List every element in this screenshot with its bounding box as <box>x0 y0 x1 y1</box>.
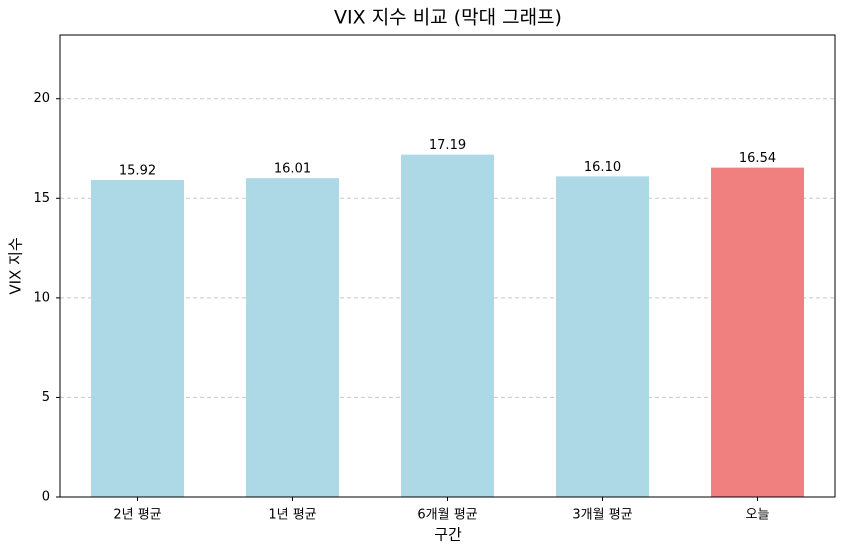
value-label: 16.54 <box>739 151 776 166</box>
y-tick-label: 10 <box>33 290 50 305</box>
plot-frame <box>59 34 836 498</box>
y-axis-label: VIX 지수 <box>7 237 25 294</box>
y-tick-label: 5 <box>42 390 50 405</box>
bar <box>556 176 649 497</box>
x-tick-label: 1년 평균 <box>268 508 316 523</box>
value-label: 16.01 <box>274 162 311 177</box>
x-tick-label: 6개월 평균 <box>417 508 477 523</box>
x-tick-label: 2년 평균 <box>113 508 161 523</box>
bar <box>246 178 339 497</box>
bar <box>91 179 184 497</box>
value-label: 17.19 <box>429 138 466 153</box>
y-tick-label: 15 <box>33 191 50 206</box>
y-tick-label: 0 <box>42 490 50 505</box>
value-label: 16.10 <box>584 160 621 175</box>
bar <box>711 167 804 497</box>
y-tick-label: 20 <box>33 91 50 106</box>
x-tick-label: 3개월 평균 <box>572 508 632 523</box>
value-label: 15.92 <box>119 163 156 178</box>
x-tick-label: 오늘 <box>746 508 770 523</box>
chart-title: VIX 지수 비교 (막대 그래프) <box>334 7 562 29</box>
x-axis-label: 구간 <box>434 526 462 544</box>
bar <box>401 154 494 498</box>
